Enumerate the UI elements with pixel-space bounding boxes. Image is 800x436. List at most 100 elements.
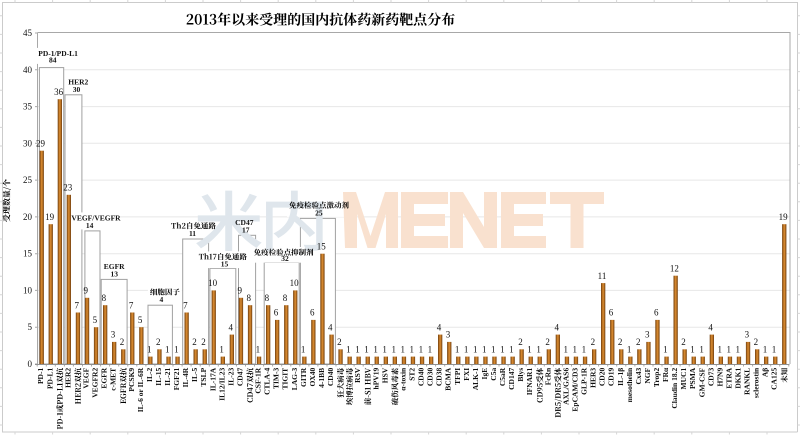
svg-text:40: 40	[23, 65, 33, 75]
svg-text:1: 1	[509, 344, 514, 354]
svg-text:3: 3	[645, 330, 650, 340]
svg-text:1: 1	[627, 344, 632, 354]
svg-text:CD40: CD40	[417, 368, 426, 387]
svg-text:1: 1	[346, 344, 351, 354]
svg-text:10: 10	[290, 278, 300, 288]
svg-text:IgE: IgE	[480, 368, 489, 380]
svg-text:Claudin 18.2: Claudin 18.2	[670, 368, 679, 409]
svg-text:2: 2	[156, 337, 161, 347]
svg-text:FRα: FRα	[661, 367, 670, 382]
svg-text:1: 1	[364, 344, 369, 354]
svg-text:23: 23	[63, 183, 73, 193]
svg-text:4: 4	[437, 322, 442, 332]
svg-text:1: 1	[772, 344, 777, 354]
svg-text:2: 2	[754, 337, 759, 347]
svg-text:3: 3	[111, 330, 116, 340]
svg-text:5: 5	[28, 322, 33, 332]
svg-text:1: 1	[382, 344, 387, 354]
svg-text:CD38: CD38	[435, 368, 444, 387]
svg-text:19: 19	[779, 212, 789, 222]
svg-text:C5aR: C5aR	[498, 367, 507, 386]
svg-text:PD-1: PD-1	[36, 368, 45, 384]
svg-text:1: 1	[500, 344, 505, 354]
svg-text:2: 2	[120, 337, 125, 347]
svg-text:7: 7	[129, 300, 134, 310]
svg-text:CD40: CD40	[326, 368, 335, 387]
svg-text:15: 15	[221, 260, 229, 269]
svg-text:c-MET: c-MET	[109, 368, 118, 391]
svg-text:PD-1/PD-L1: PD-1/PD-L1	[38, 49, 78, 58]
svg-text:3: 3	[745, 330, 750, 340]
svg-text:ETRA: ETRA	[724, 367, 733, 388]
svg-text:4: 4	[708, 322, 713, 332]
svg-text:32: 32	[281, 254, 289, 263]
svg-text:1: 1	[699, 344, 704, 354]
svg-text:1: 1	[428, 344, 433, 354]
svg-text:1: 1	[491, 344, 496, 354]
svg-text:13: 13	[110, 269, 118, 278]
svg-text:1: 1	[536, 344, 541, 354]
svg-text:TIM-3: TIM-3	[272, 368, 281, 389]
svg-text:10: 10	[23, 285, 33, 295]
svg-text:Cx43: Cx43	[634, 368, 643, 385]
svg-text:6: 6	[310, 308, 315, 318]
svg-text:1: 1	[464, 344, 469, 354]
svg-text:CSF-1R: CSF-1R	[254, 367, 263, 393]
svg-text:Trop2: Trop2	[652, 368, 661, 388]
svg-text:4-1BB: 4-1BB	[317, 368, 326, 388]
svg-text:EGFR: EGFR	[104, 262, 125, 271]
svg-text:TIGIT: TIGIT	[281, 368, 290, 390]
svg-text:CTLA-4: CTLA-4	[263, 368, 272, 395]
svg-text:1: 1	[400, 344, 405, 354]
svg-text:30: 30	[73, 85, 81, 94]
svg-text:6: 6	[609, 308, 614, 318]
svg-text:α-toxin: α-toxin	[398, 367, 407, 391]
svg-text:2: 2	[192, 337, 197, 347]
svg-text:1: 1	[563, 344, 568, 354]
svg-text:6: 6	[274, 308, 279, 318]
svg-text:8: 8	[265, 293, 270, 303]
svg-text:2: 2	[681, 337, 686, 347]
svg-text:1: 1	[256, 344, 261, 354]
svg-text:1: 1	[717, 344, 722, 354]
svg-text:2: 2	[618, 337, 623, 347]
svg-text:IL-21: IL-21	[163, 368, 172, 386]
svg-text:FGF21: FGF21	[172, 368, 181, 391]
svg-text:45: 45	[23, 28, 33, 38]
svg-text:FcRn: FcRn	[543, 367, 552, 385]
svg-text:1: 1	[726, 344, 731, 354]
svg-text:1: 1	[147, 344, 152, 354]
svg-text:2: 2	[337, 337, 342, 347]
svg-text:HER2: HER2	[63, 368, 72, 388]
svg-text:FXI: FXI	[462, 368, 471, 381]
svg-text:AXL/GAS6: AXL/GAS6	[561, 368, 570, 405]
svg-text:1: 1	[690, 344, 695, 354]
svg-text:hPV19: hPV19	[371, 368, 380, 390]
svg-text:CD73: CD73	[706, 368, 715, 387]
svg-text:C5a: C5a	[489, 368, 498, 381]
svg-text:NGF: NGF	[643, 367, 652, 383]
svg-text:Aβ: Aβ	[761, 368, 770, 377]
svg-text:2: 2	[518, 337, 523, 347]
svg-text:CD47: CD47	[235, 218, 254, 227]
svg-text:CD147: CD147	[507, 368, 516, 390]
svg-text:LAG-3: LAG-3	[290, 368, 299, 391]
svg-text:sclerostin: sclerostin	[752, 367, 761, 398]
svg-text:1: 1	[582, 344, 587, 354]
svg-text:1: 1	[165, 344, 170, 354]
svg-text:29: 29	[36, 139, 46, 149]
svg-text:15: 15	[23, 249, 33, 259]
svg-text:2: 2	[201, 337, 206, 347]
svg-text:1: 1	[219, 344, 224, 354]
svg-text:4: 4	[554, 322, 559, 332]
svg-text:5: 5	[93, 315, 98, 325]
svg-text:VEGF: VEGF	[82, 367, 91, 388]
svg-text:CA125: CA125	[770, 368, 779, 390]
svg-text:2: 2	[545, 337, 550, 347]
svg-text:PD-L1: PD-L1	[45, 368, 54, 389]
svg-text:IL-23: IL-23	[226, 368, 235, 386]
svg-text:DKK1: DKK1	[734, 368, 743, 389]
svg-text:IL-6 or IL-6R: IL-6 or IL-6R	[136, 367, 145, 412]
svg-text:RANKL: RANKL	[743, 368, 752, 395]
svg-text:HER3: HER3	[589, 368, 598, 388]
